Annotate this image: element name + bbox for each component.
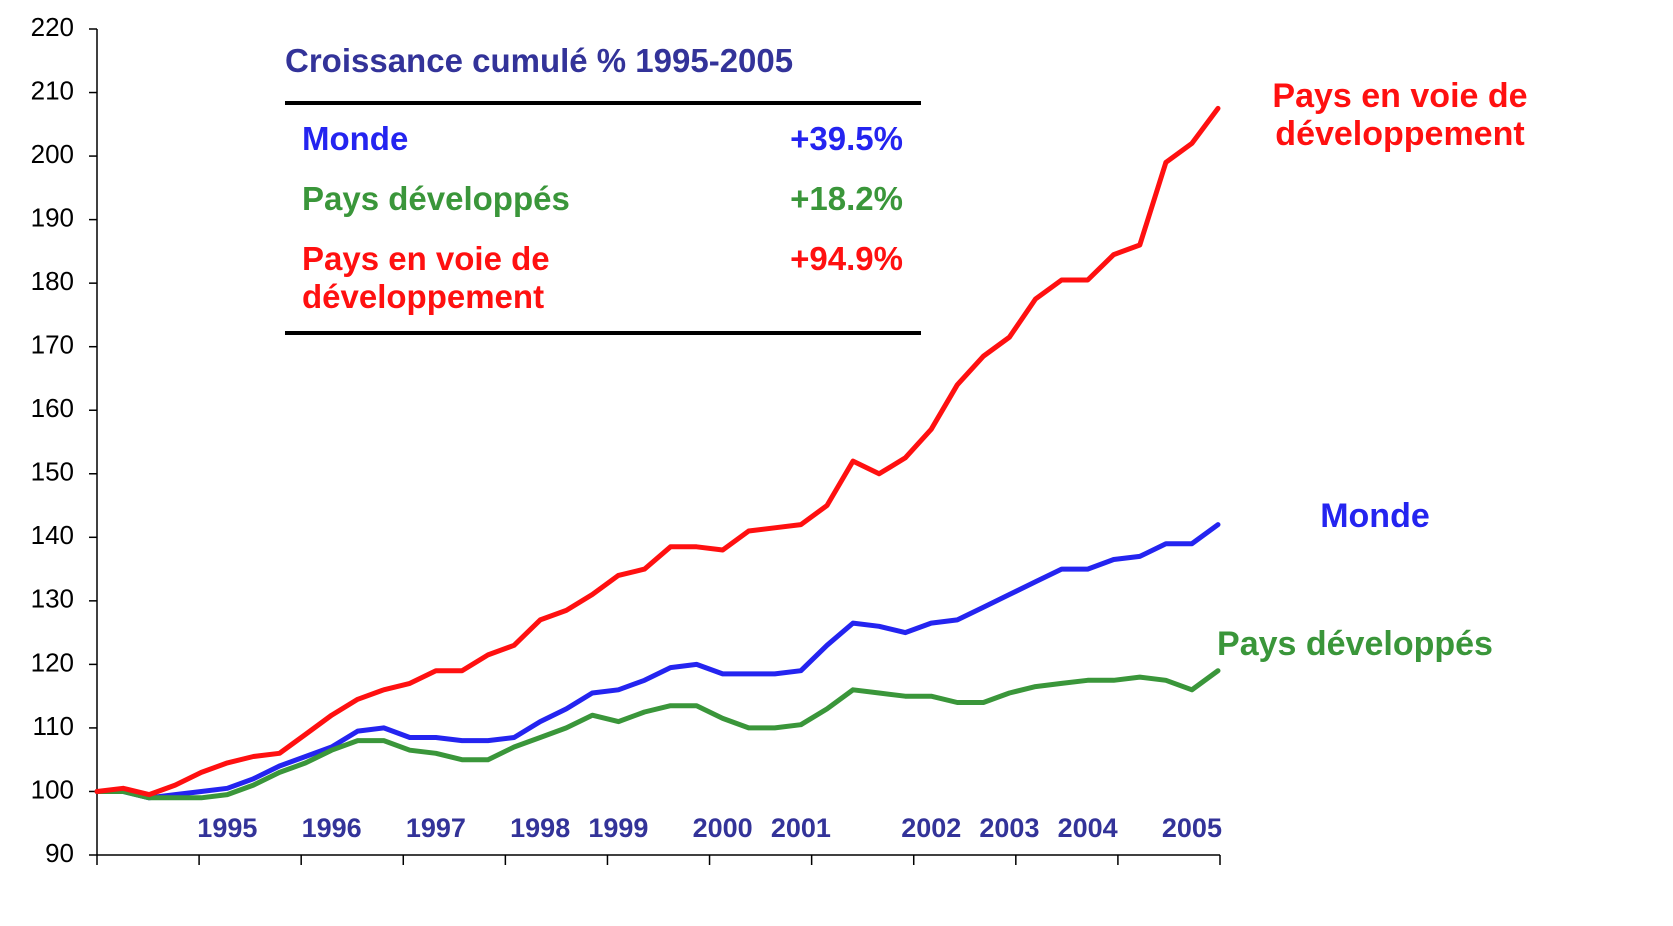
y-tick-label: 150	[31, 457, 74, 487]
table-row-value: +94.9%	[790, 240, 903, 277]
x-tick-label: 1999	[588, 813, 648, 843]
series-line	[94, 668, 1221, 801]
x-tick-label: 2004	[1058, 813, 1118, 843]
x-tick-label: 2000	[693, 813, 753, 843]
y-tick-label: 210	[31, 75, 74, 105]
table-rule	[285, 101, 921, 105]
table-row-label: Monde	[302, 120, 409, 157]
x-tick-label: 2005	[1162, 813, 1222, 843]
table-row-label: Pays en voie de développement	[302, 240, 550, 315]
x-tick-label: 1996	[302, 813, 362, 843]
series-label: Pays en voie de développement	[1272, 77, 1528, 153]
y-tick-label: 190	[31, 202, 74, 232]
y-tick-label: 100	[31, 774, 74, 804]
table-rule	[285, 331, 921, 335]
x-tick-label: 1995	[197, 813, 257, 843]
x-tick-label: 1998	[510, 813, 570, 843]
series-label: Pays développés	[1217, 625, 1493, 663]
y-tick-label: 160	[31, 393, 74, 423]
y-tick-label: 90	[45, 838, 74, 868]
series-label: Monde	[1320, 497, 1430, 535]
table-row-value: +39.5%	[790, 120, 903, 157]
y-tick-label: 180	[31, 266, 74, 296]
table-title: Croissance cumulé % 1995-2005	[285, 42, 794, 79]
x-tick-label: 2002	[901, 813, 961, 843]
y-tick-label: 140	[31, 520, 74, 550]
y-tick-label: 220	[31, 12, 74, 42]
table-row-label: Pays développés	[302, 180, 570, 217]
y-tick-label: 200	[31, 139, 74, 169]
y-tick-label: 130	[31, 584, 74, 614]
y-tick-label: 110	[33, 711, 74, 741]
y-tick-label: 170	[31, 330, 74, 360]
table-row-value: +18.2%	[790, 180, 903, 217]
x-tick-label: 2001	[771, 813, 831, 843]
x-tick-label: 2003	[979, 813, 1039, 843]
x-tick-label: 1997	[406, 813, 466, 843]
series-line	[94, 105, 1221, 798]
series-line	[94, 522, 1221, 801]
y-tick-label: 120	[31, 647, 74, 677]
